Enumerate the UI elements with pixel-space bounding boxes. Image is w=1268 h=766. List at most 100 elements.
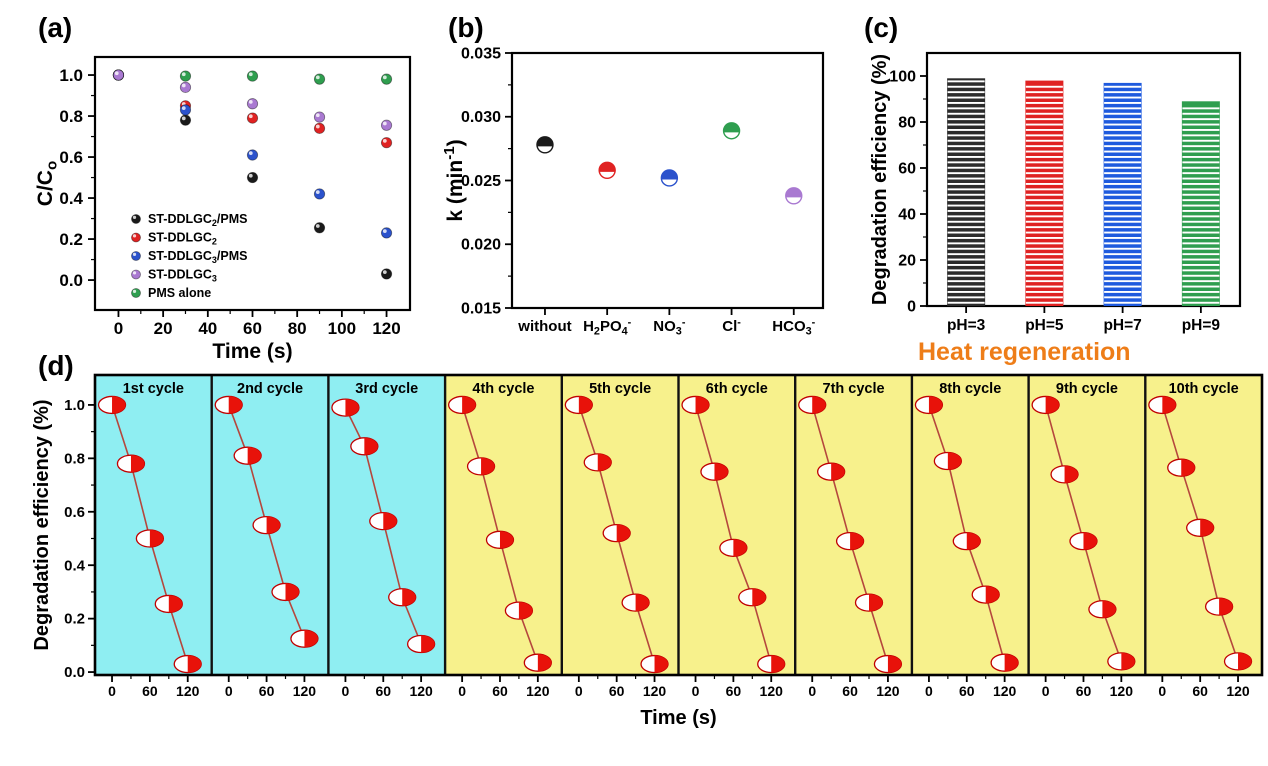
legend-marker-st-ddlgc2	[131, 232, 141, 243]
bar-stripe	[1104, 226, 1142, 229]
cycle-point	[406, 634, 436, 654]
bar-stripe	[1025, 253, 1063, 256]
x-tick-label: 60	[259, 683, 275, 699]
y-tick-label: 0.025	[461, 173, 501, 190]
cycle-point	[700, 462, 729, 481]
bar-stripe	[947, 102, 985, 104]
bar-stripe	[1182, 166, 1220, 169]
cycle-point	[757, 654, 786, 674]
x-tick-label: 60	[959, 683, 975, 699]
bar-stripe	[1025, 156, 1063, 158]
cycle-panel-bg-8	[911, 375, 1029, 675]
bar-stripe	[947, 269, 985, 272]
legend-marker-st-ddlgc3-pms	[131, 251, 141, 261]
legend-label-st-ddlgc2: ST-DDLGC2	[148, 231, 217, 247]
data-point-st-ddlgc3	[380, 119, 393, 131]
x-tick-label: 120	[643, 683, 667, 699]
marker-red-half	[654, 655, 669, 673]
marker-white-segment	[723, 132, 740, 139]
x-tick-label: 60	[1076, 683, 1092, 699]
y-tick-label: 1.0	[64, 397, 85, 414]
x-tick-label: 0	[225, 683, 233, 699]
bar-stripe	[1025, 285, 1063, 288]
cycle-point	[564, 395, 593, 415]
bar-stripe	[1182, 139, 1220, 142]
bar-stripe	[1025, 172, 1063, 175]
x-tick-label: 20	[154, 319, 173, 338]
bar-stripe	[947, 118, 985, 121]
bar-stripe	[1182, 118, 1220, 121]
bar-stripe	[1025, 226, 1063, 229]
bar-stripe	[1104, 264, 1142, 266]
cycle-point	[1186, 518, 1215, 537]
x-tick-label: 60	[726, 683, 742, 699]
marker-highlight	[132, 271, 137, 275]
bar-stripe	[947, 274, 985, 277]
marker-highlight	[382, 139, 387, 143]
cycle-point	[583, 453, 612, 472]
cycle-point	[952, 532, 981, 551]
bar-stripe	[1025, 264, 1063, 266]
x-axis-title: Time (s)	[212, 340, 292, 363]
marker-highlight	[181, 106, 186, 110]
cycle-point	[990, 653, 1019, 672]
marker-highlight	[382, 121, 387, 126]
marker-red-half	[383, 512, 397, 530]
bar-stripe	[1025, 188, 1063, 191]
bar-stripe	[1182, 199, 1220, 202]
bar-stripe	[1182, 161, 1220, 164]
bar-stripe	[1182, 177, 1220, 180]
bar-stripe	[1104, 161, 1142, 164]
cycle-point	[173, 654, 202, 674]
bar-stripe	[1025, 183, 1063, 185]
y-tick-label: 0.020	[461, 237, 501, 254]
marker-highlight	[315, 124, 320, 129]
bar-stripe	[1104, 258, 1142, 261]
y-tick-label: 0.035	[461, 45, 501, 62]
marker-highlight	[315, 224, 320, 228]
bar-stripe	[1104, 107, 1142, 110]
cycle-point	[154, 594, 183, 614]
bar-stripe	[1182, 242, 1220, 245]
data-point-st-ddlgc2	[380, 137, 393, 149]
data-point-st-ddlgc2-pms	[313, 222, 326, 234]
y-tick-label: 0.8	[64, 450, 85, 467]
data-point-st-ddlgc3-pms	[179, 104, 192, 116]
cycle-panel-bg-4	[445, 375, 562, 675]
bar-pH=7	[1103, 82, 1142, 307]
data-point-pms-alone	[313, 73, 326, 85]
bar-body	[947, 78, 986, 306]
bar-stripe	[1182, 220, 1220, 223]
bar-stripe	[1182, 285, 1220, 288]
bar-stripe	[1182, 301, 1220, 304]
bar-stripe	[947, 156, 985, 158]
marker-red-half	[695, 396, 710, 414]
bar-stripe	[1025, 161, 1063, 164]
bar-stripe	[1182, 269, 1220, 272]
panel-c-label: (c)	[864, 12, 899, 43]
marker-red-half	[364, 437, 378, 455]
bar-stripe	[1104, 242, 1142, 245]
cycle-point	[621, 593, 650, 612]
bar-stripe	[947, 172, 985, 175]
cycle-point	[271, 582, 300, 602]
marker-red-half	[831, 463, 845, 481]
bar-stripe	[1025, 296, 1063, 299]
bar-stripe	[947, 237, 985, 239]
bar-stripe	[1104, 139, 1142, 142]
y-tick-label: 0.2	[59, 230, 83, 249]
bar-stripe	[1025, 258, 1063, 261]
marker-outline	[722, 122, 741, 140]
bar-pH=3	[947, 78, 986, 306]
marker-red-half	[149, 529, 164, 547]
marker-red-half	[499, 531, 514, 549]
marker-red-half	[537, 654, 552, 672]
data-point-st-ddlgc3	[179, 81, 192, 93]
y-tick-label: 20	[898, 252, 916, 269]
data-point-1	[598, 161, 616, 180]
legend-marker-st-ddlgc3	[131, 269, 141, 280]
marker-highlight	[315, 113, 320, 118]
data-point-st-ddlgc2-pms	[380, 268, 393, 280]
marker-white-segment	[537, 146, 553, 153]
bar-stripe	[1104, 247, 1142, 250]
